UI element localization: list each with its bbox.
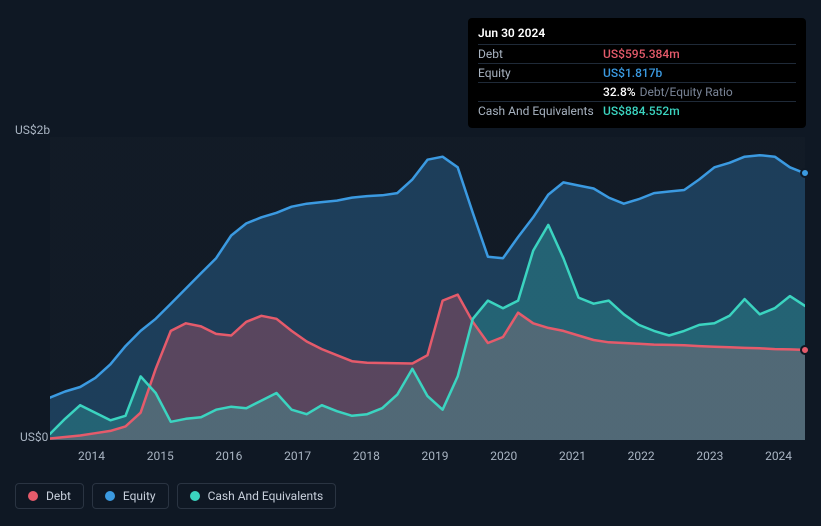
xaxis-tick: 2017 bbox=[284, 449, 311, 463]
xaxis-tick: 2023 bbox=[696, 449, 723, 463]
chart-area: US$2b US$0 2014 2015 2016 2017 2018 2019 2020 2… bbox=[15, 125, 805, 465]
tooltip-row-value: 32.8% bbox=[603, 85, 636, 99]
legend-item-equity[interactable]: Equity bbox=[92, 483, 169, 509]
chart-svg bbox=[50, 137, 805, 440]
xaxis-tick: 2014 bbox=[78, 449, 105, 463]
series-end-marker bbox=[800, 168, 810, 178]
tooltip-row-note: Debt/Equity Ratio bbox=[640, 85, 733, 99]
tooltip-row-label: Cash And Equivalents bbox=[478, 104, 603, 118]
tooltip-row-label bbox=[478, 85, 603, 99]
legend-item-label: Equity bbox=[123, 489, 156, 503]
xaxis-tick: 2020 bbox=[490, 449, 517, 463]
tooltip-row: Cash And EquivalentsUS$884.552m bbox=[478, 101, 796, 120]
tooltip-date: Jun 30 2024 bbox=[478, 26, 796, 40]
chart-legend: Debt Equity Cash And Equivalents bbox=[15, 483, 336, 509]
tooltip-row: EquityUS$1.817b bbox=[478, 63, 796, 82]
xaxis-tick: 2015 bbox=[147, 449, 174, 463]
legend-item-label: Cash And Equivalents bbox=[208, 489, 324, 503]
tooltip-row-value: US$595.384m bbox=[603, 47, 680, 61]
legend-item-debt[interactable]: Debt bbox=[15, 483, 84, 509]
xaxis: 2014 2015 2016 2017 2018 2019 2020 2021 2022 2023… bbox=[50, 449, 805, 469]
xaxis-tick: 2024 bbox=[765, 449, 792, 463]
tooltip-row: 32.8% Debt/Equity Ratio bbox=[478, 82, 796, 101]
legend-dot-icon bbox=[105, 491, 115, 501]
tooltip-row-value: US$884.552m bbox=[603, 104, 680, 118]
tooltip-row-value: US$1.817b bbox=[603, 66, 662, 80]
series-end-marker bbox=[800, 345, 810, 355]
xaxis-tick: 2016 bbox=[215, 449, 242, 463]
chart-plot[interactable] bbox=[50, 137, 805, 440]
legend-item-label: Debt bbox=[46, 489, 71, 503]
xaxis-tick: 2021 bbox=[559, 449, 586, 463]
legend-item-cash-and-equivalents[interactable]: Cash And Equivalents bbox=[177, 483, 337, 509]
legend-dot-icon bbox=[190, 491, 200, 501]
yaxis-bottom-label: US$0 bbox=[20, 430, 48, 444]
tooltip-row-label: Debt bbox=[478, 47, 603, 61]
legend-dot-icon bbox=[28, 491, 38, 501]
tooltip-row-label: Equity bbox=[478, 66, 603, 80]
xaxis-tick: 2018 bbox=[353, 449, 380, 463]
tooltip-row: DebtUS$595.384m bbox=[478, 44, 796, 63]
xaxis-tick: 2019 bbox=[422, 449, 449, 463]
xaxis-tick: 2022 bbox=[628, 449, 655, 463]
chart-tooltip: Jun 30 2024 DebtUS$595.384mEquityUS$1.81… bbox=[468, 18, 806, 128]
yaxis-top-label: US$2b bbox=[15, 123, 50, 137]
